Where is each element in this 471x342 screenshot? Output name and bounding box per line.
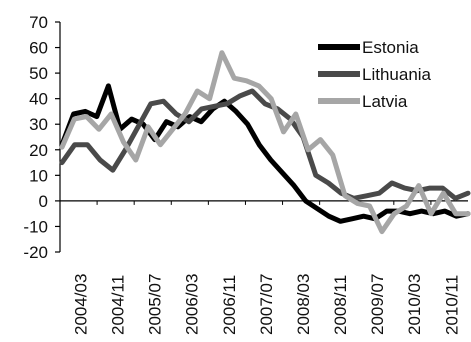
series-layer bbox=[59, 50, 471, 235]
y-tick-label: 40 bbox=[29, 90, 48, 109]
y-tick-label: 30 bbox=[29, 115, 48, 134]
x-tick-label: 2004/03 bbox=[71, 274, 90, 335]
x-tick-label: 2010/11 bbox=[442, 275, 461, 335]
x-tick-label: 2005/07 bbox=[146, 274, 165, 335]
x-tick-label: 2008/11 bbox=[331, 275, 350, 335]
y-tick-label: 20 bbox=[29, 141, 48, 160]
y-tick-label: -20 bbox=[23, 243, 48, 262]
chart-axes: 70 60 50 40 30 20 10 0 -10 -20 2004/03 2004/11 2005/… bbox=[23, 13, 468, 335]
chart-legend: Estonia Lithuania Latvia bbox=[318, 38, 432, 111]
x-tick-label: 2004/11 bbox=[108, 275, 127, 335]
y-tick-label: 0 bbox=[39, 192, 48, 211]
x-tick-label: 2007/07 bbox=[257, 274, 276, 335]
y-tick-label: 70 bbox=[29, 13, 48, 32]
x-tick-label: 2006/11 bbox=[220, 275, 239, 335]
y-tick-label: -10 bbox=[23, 217, 48, 236]
series-line-lithuania bbox=[59, 88, 471, 201]
x-tick-label: 2009/07 bbox=[368, 274, 387, 335]
y-tick-label: 60 bbox=[29, 39, 48, 58]
x-tick-label: 2006/03 bbox=[183, 274, 202, 335]
legend-label-estonia: Estonia bbox=[362, 38, 419, 57]
series-line-latvia bbox=[59, 50, 471, 235]
legend-label-latvia: Latvia bbox=[362, 92, 408, 111]
y-tick-label: 10 bbox=[29, 166, 48, 185]
y-tick-label: 50 bbox=[29, 64, 48, 83]
x-tick-label: 2010/03 bbox=[405, 274, 424, 335]
legend-label-lithuania: Lithuania bbox=[362, 65, 432, 84]
x-tick-label: 2008/03 bbox=[294, 274, 313, 335]
